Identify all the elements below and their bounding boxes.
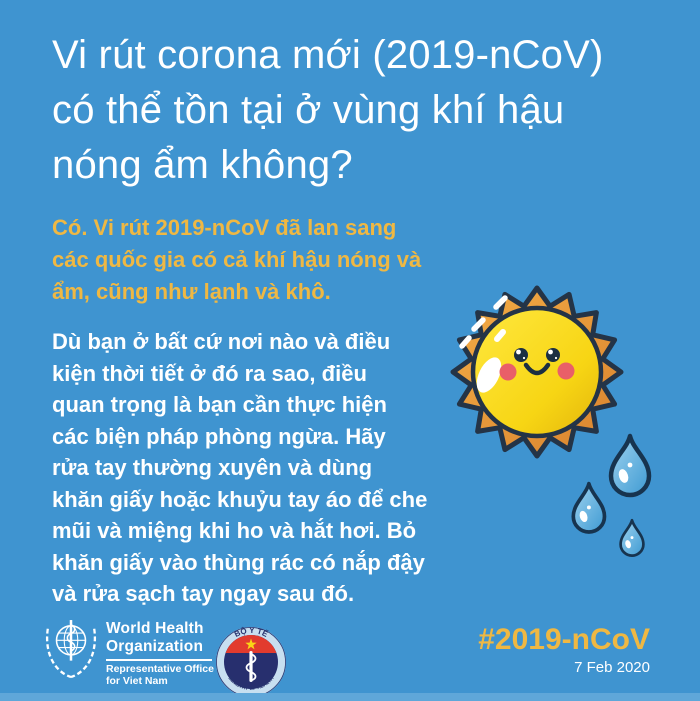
bottom-strip bbox=[0, 693, 700, 701]
campaign-info: #2019-nCoV 7 Feb 2020 bbox=[478, 623, 650, 677]
water-drop-icon bbox=[619, 518, 645, 557]
body-line: khăn giấy vào thùng rác có nắp đậy bbox=[52, 549, 425, 575]
who-emblem-icon bbox=[45, 620, 97, 679]
body-text: Dù bạn ở bất cứ nơi nào và điều kiện thờ… bbox=[52, 326, 462, 610]
water-drop-icon bbox=[611, 436, 649, 495]
rod-of-asclepius-icon bbox=[249, 651, 253, 682]
sun-cheek-icon bbox=[557, 362, 575, 380]
body-line: khăn giấy hoặc khuỷu tay áo để che bbox=[52, 486, 428, 512]
body-line: các biện pháp phòng ngừa. Hãy bbox=[52, 423, 386, 449]
star-icon bbox=[245, 638, 257, 650]
svg-text:BỘ Y TẾ: BỘ Y TẾ bbox=[233, 626, 270, 639]
answer-highlight: Có. Vi rút 2019-nCoV đã lan sang các quố… bbox=[52, 212, 452, 308]
answer-line: các quốc gia có cả khí hậu nóng và bbox=[52, 247, 422, 272]
water-drop-icon bbox=[571, 481, 607, 534]
body-line: mũi và miệng khi ho và hắt hơi. Bỏ bbox=[52, 518, 417, 543]
who-logo-divider bbox=[106, 659, 212, 661]
body-line: rửa tay thường xuyên và dùng bbox=[52, 455, 373, 480]
who-name-line: Organization bbox=[106, 637, 204, 655]
who-office-line: Representative Office bbox=[106, 663, 214, 675]
who-name-line: World Health bbox=[106, 620, 204, 637]
who-logo-text: World Health Organization Representative… bbox=[106, 614, 214, 687]
title-line: có thể tồn tại ở vùng khí hậu bbox=[52, 88, 565, 132]
answer-line: ẩm, cũng như lạnh và khô. bbox=[52, 279, 331, 304]
date-label: 7 Feb 2020 bbox=[574, 659, 650, 676]
sun-eyes-icon bbox=[514, 348, 560, 362]
body-line: kiện thời tiết ở đó ra sao, điều bbox=[52, 360, 367, 386]
ministry-of-health-logo: BỘ Y TẾ MINISTRY OF HEALTH bbox=[216, 626, 286, 697]
title-line: Vi rút corona mới (2019-nCoV) bbox=[52, 33, 604, 77]
body-line: và rửa sạch tay ngay sau đó. bbox=[52, 581, 355, 606]
sun-cheek-icon bbox=[499, 363, 517, 381]
body-line: quan trọng là bạn cần thực hiện bbox=[52, 392, 387, 417]
sun-icon bbox=[450, 285, 624, 459]
moh-top-arc-text: BỘ Y TẾ bbox=[233, 626, 270, 639]
sun-smile-icon bbox=[523, 362, 551, 376]
body-line: Dù bạn ở bất cứ nơi nào và điều bbox=[52, 329, 391, 354]
page-title: Vi rút corona mới (2019-nCoV) có thể tồn… bbox=[52, 28, 672, 193]
answer-line: Có. Vi rút 2019-nCoV đã lan sang bbox=[52, 215, 397, 240]
hashtag: #2019-nCoV bbox=[478, 623, 650, 656]
title-line: nóng ẩm không? bbox=[52, 143, 353, 187]
who-office-line: for Viet Nam bbox=[106, 674, 168, 687]
sun-and-drops-illustration bbox=[450, 285, 665, 557]
who-logo: World Health Organization Representative… bbox=[42, 614, 214, 687]
